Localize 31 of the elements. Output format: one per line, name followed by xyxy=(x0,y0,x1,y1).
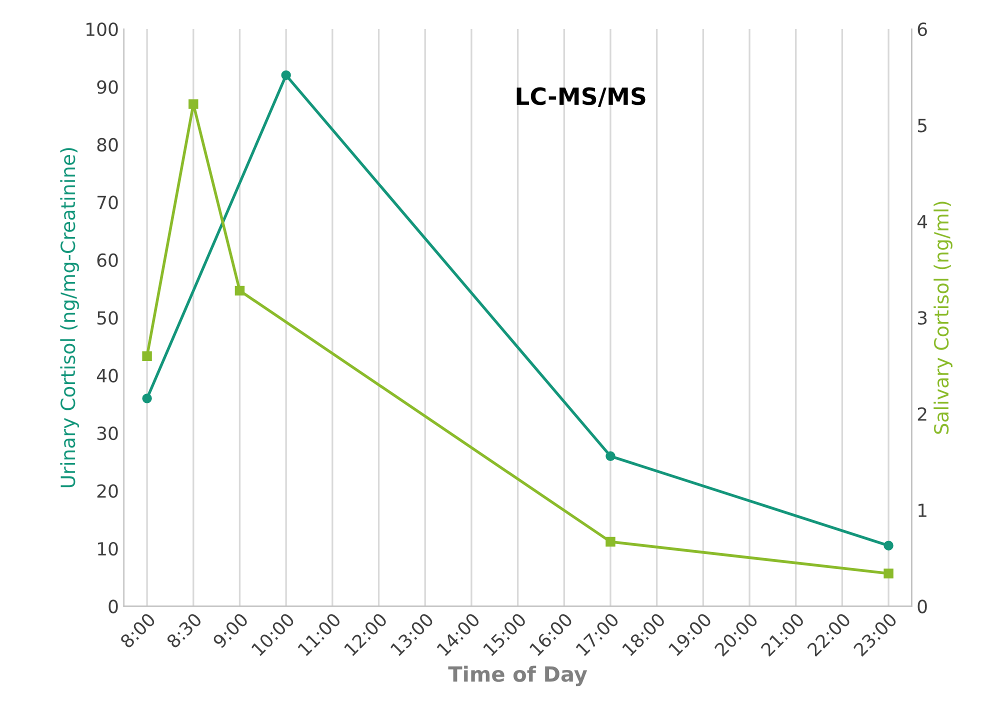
y2-tick-label: 0 xyxy=(918,600,927,614)
annotation: LC-MS/MS xyxy=(516,87,646,108)
y2-tick-label: 1 xyxy=(918,504,926,517)
y2-tick-label: 6 xyxy=(918,22,927,36)
y2-tick-label: 5 xyxy=(918,118,926,132)
y-tick-label: 10 xyxy=(98,542,118,556)
point xyxy=(606,451,616,462)
y-tick-label: 70 xyxy=(98,196,118,210)
y-tick-label: 80 xyxy=(97,138,118,152)
y2-tick-label: 3 xyxy=(918,311,927,325)
point xyxy=(281,70,291,80)
point xyxy=(188,99,198,109)
point xyxy=(142,351,152,361)
y-tick-label: 100 xyxy=(86,22,118,36)
y2-tick-label: 2 xyxy=(918,407,926,421)
y-tick-label: 0 xyxy=(108,600,118,614)
y-tick-label: 20 xyxy=(97,484,118,498)
x-axis-title: Time of Day xyxy=(448,666,588,686)
y-tick-label: 30 xyxy=(97,426,118,440)
y-tick-label: 60 xyxy=(97,253,118,268)
point xyxy=(884,568,894,578)
y-axis-title: Urinary Cortisol (ng/mg-Creatinine) xyxy=(60,148,79,488)
y2-tick-label: 4 xyxy=(917,215,928,228)
point xyxy=(142,394,152,404)
y-tick-label: 40 xyxy=(96,368,118,382)
point xyxy=(234,286,245,296)
y2-axis-title: Salivary Cortisol (ng/ml) xyxy=(934,202,952,434)
y-tick-label: 90 xyxy=(97,80,118,94)
y-tick-label: 50 xyxy=(97,311,118,325)
point xyxy=(606,536,616,547)
point xyxy=(884,540,894,550)
